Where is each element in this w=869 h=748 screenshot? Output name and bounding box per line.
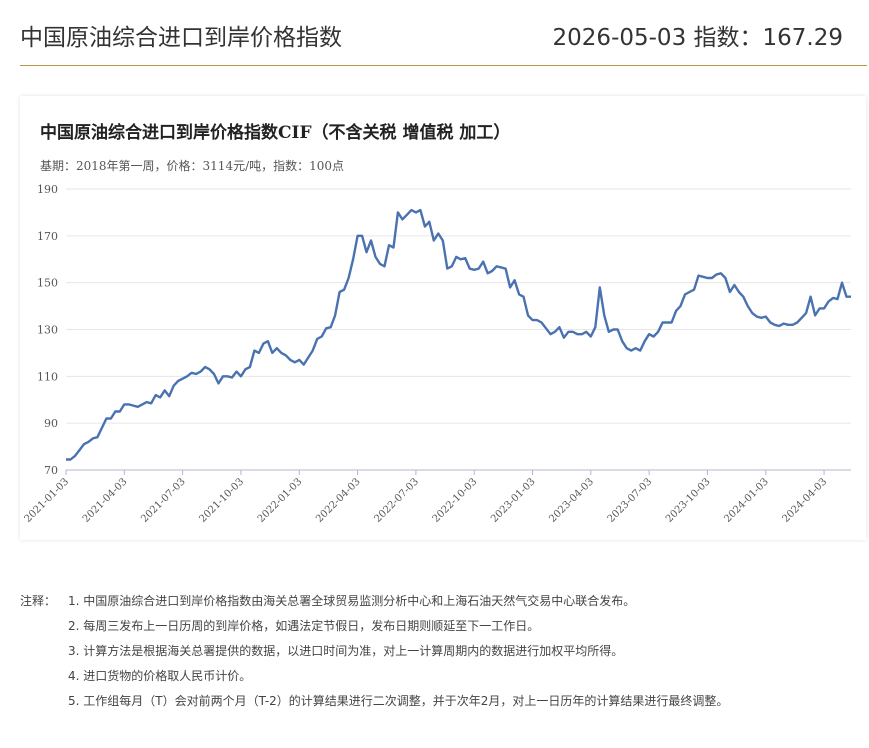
y-tick-label: 110 xyxy=(37,370,58,383)
chart-panel xyxy=(20,96,866,540)
note-item: 1. 中国原油综合进口到岸价格指数由海关总署全球贸易监测分析中心和上海石油天然气… xyxy=(68,594,636,608)
x-tick-label: 2024-01-03 xyxy=(722,476,771,525)
y-tick-label: 170 xyxy=(37,230,58,243)
x-tick-label: 2023-07-03 xyxy=(606,476,655,525)
page-title: 中国原油综合进口到岸价格指数 xyxy=(20,25,342,51)
y-tick-label: 70 xyxy=(44,464,58,477)
x-tick-label: 2023-10-03 xyxy=(664,476,713,525)
grid-lines xyxy=(66,188,851,471)
chart-subtitle: 基期：2018年第一周，价格：3114元/吨，指数：100点 xyxy=(40,159,345,173)
x-tick-label: 2023-01-03 xyxy=(489,476,538,525)
note-item: 3. 计算方法是根据海关总署提供的数据，以进口时间为准，对上一计算周期内的数据进… xyxy=(68,644,624,658)
page-header: 中国原油综合进口到岸价格指数 2026-05-03 指数：167.29 xyxy=(20,0,867,66)
x-axis: 2021-01-03 2021-04-03 2021-07-03 2021-10-03… xyxy=(23,470,830,525)
y-axis: 70 90 110 130 150 170 190 xyxy=(37,183,58,477)
y-tick-label: 90 xyxy=(44,417,58,430)
x-tick-label: 2024-04-03 xyxy=(781,476,830,525)
line-chart: 70 90 110 130 150 170 190 2021-01-03 2021-04-03… xyxy=(23,183,851,525)
x-tick-label: 2022-01-03 xyxy=(256,476,305,525)
y-tick-label: 130 xyxy=(37,324,58,337)
note-item: 5. 工作组每月（T）会对前两个月（T-2）的计算结果进行二次调整，并于次年2月… xyxy=(68,694,729,708)
x-tick-label: 2021-01-03 xyxy=(23,476,72,525)
x-tick-label: 2022-07-03 xyxy=(372,476,421,525)
x-tick-label: 2021-04-03 xyxy=(81,476,130,525)
x-tick-label: 2022-10-03 xyxy=(431,476,480,525)
notes-label: 注释： xyxy=(20,594,57,608)
x-tick-label: 2022-04-03 xyxy=(314,476,363,525)
x-tick-label: 2023-04-03 xyxy=(547,476,596,525)
note-item: 4. 进口货物的价格取人民币计价。 xyxy=(68,669,252,683)
note-item: 2. 每周三发布上一日历周的到岸价格，如遇法定节假日，发布日期则顺延至下一工作日… xyxy=(68,619,540,633)
x-tick-label: 2021-07-03 xyxy=(139,476,188,525)
y-tick-label: 190 xyxy=(37,183,58,196)
chart-title: 中国原油综合进口到岸价格指数CIF（不含关税 增值税 加工） xyxy=(40,123,511,143)
index-series-line xyxy=(66,208,851,461)
current-index-readout: 2026-05-03 指数：167.29 xyxy=(552,25,843,51)
series-group xyxy=(66,208,851,461)
y-tick-label: 150 xyxy=(37,277,58,290)
x-tick-label: 2021-10-03 xyxy=(198,476,247,525)
